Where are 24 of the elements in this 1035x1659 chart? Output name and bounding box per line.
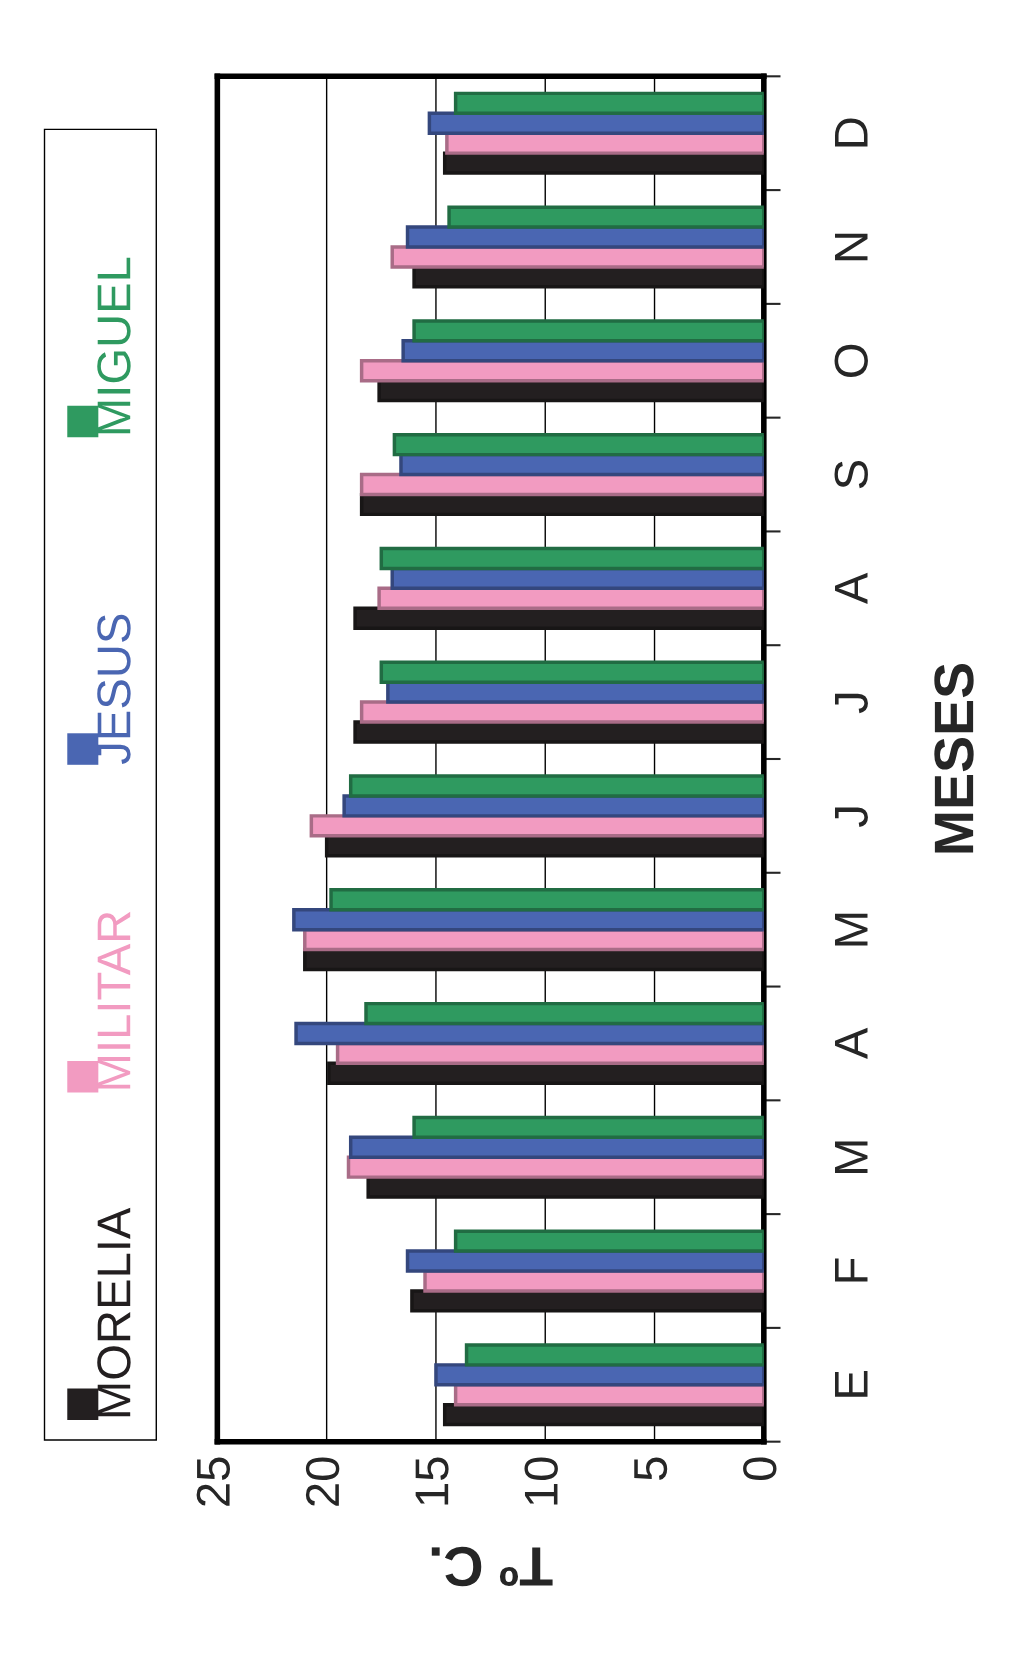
y-tick-label: E [835, 1371, 868, 1397]
x-tick-label: 20 [305, 1457, 340, 1506]
x-tick-label: 10 [524, 1457, 558, 1505]
x-axis-title: Tº C. [431, 1546, 553, 1587]
y-tick-label: D [835, 118, 868, 147]
y-tick-label: A [835, 572, 868, 604]
text: JESUS [97, 614, 131, 765]
y-tick-label: J [835, 693, 868, 714]
x-tick-label: 0 [743, 1457, 777, 1480]
y-tick-label: A [835, 1027, 868, 1060]
text: MIGUEL [97, 257, 131, 434]
y-axis-title: MESES [934, 663, 974, 853]
y-tick-label: J [835, 807, 868, 827]
x-tick-label: 25 [196, 1457, 231, 1506]
y-tick-label: N [835, 233, 868, 261]
text: MORELIA [97, 1207, 131, 1417]
x-tick-label: 5 [634, 1457, 668, 1480]
y-tick-label: M [835, 913, 868, 946]
y-tick-label: O [834, 344, 868, 377]
y-tick-label: S [834, 460, 868, 489]
y-tick-label: F [835, 1258, 868, 1282]
y-tick-label: M [835, 1141, 868, 1174]
text: MILITAR [97, 911, 131, 1089]
x-tick-label: 15 [415, 1457, 449, 1505]
